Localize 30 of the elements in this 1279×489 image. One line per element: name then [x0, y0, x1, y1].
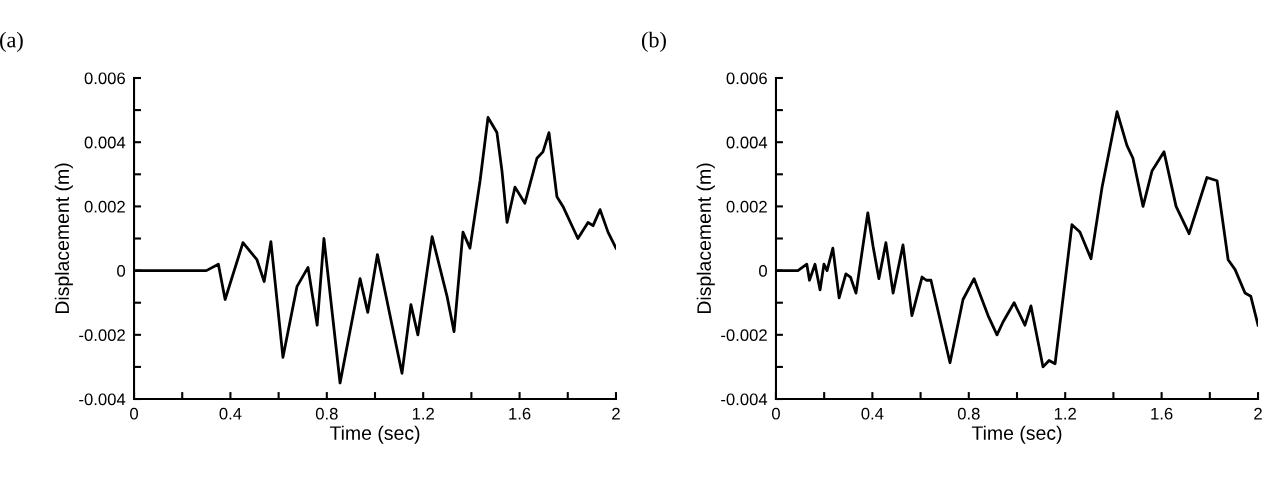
x-tick-label: 1.6: [1151, 407, 1173, 420]
chart-title: (b): [641, 31, 666, 52]
x-axis-title: Time (sec): [971, 425, 1062, 444]
x-tick-label: 2: [612, 407, 620, 420]
x-axis-title: Time (sec): [329, 425, 420, 444]
x-tick-label: 0.4: [219, 407, 242, 420]
x-tick-label: 0.4: [861, 407, 884, 420]
y-tick-label: -0.004: [79, 393, 126, 406]
y-tick-label: 0.004: [726, 136, 768, 149]
y-axis-title: Displacement (m): [54, 163, 73, 314]
chart-title: (a): [0, 31, 23, 52]
y-axis-title: Displacement (m): [696, 163, 715, 314]
y-tick-label: -0.002: [721, 329, 767, 342]
x-tick-label: 1.2: [412, 407, 434, 420]
x-tick-label: 0.8: [315, 407, 338, 420]
x-tick-label: 0: [130, 407, 139, 420]
x-tick-label: 1.6: [509, 407, 531, 420]
y-tick-label: 0.002: [84, 200, 125, 213]
y-tick-label: 0.002: [726, 200, 767, 213]
y-tick-label: 0.004: [84, 136, 126, 149]
y-tick-label: 0: [117, 265, 126, 277]
x-tick-label: 0.8: [957, 407, 980, 420]
y-tick-label: 0.006: [84, 72, 125, 85]
y-tick-label: 0: [759, 265, 767, 277]
y-tick-label: -0.002: [79, 329, 125, 342]
x-tick-label: 1.2: [1054, 407, 1076, 420]
x-tick-label: 0: [771, 407, 780, 420]
y-tick-label: 0.006: [726, 72, 767, 85]
y-tick-label: -0.004: [721, 393, 768, 406]
x-tick-label: 2: [1254, 407, 1262, 420]
